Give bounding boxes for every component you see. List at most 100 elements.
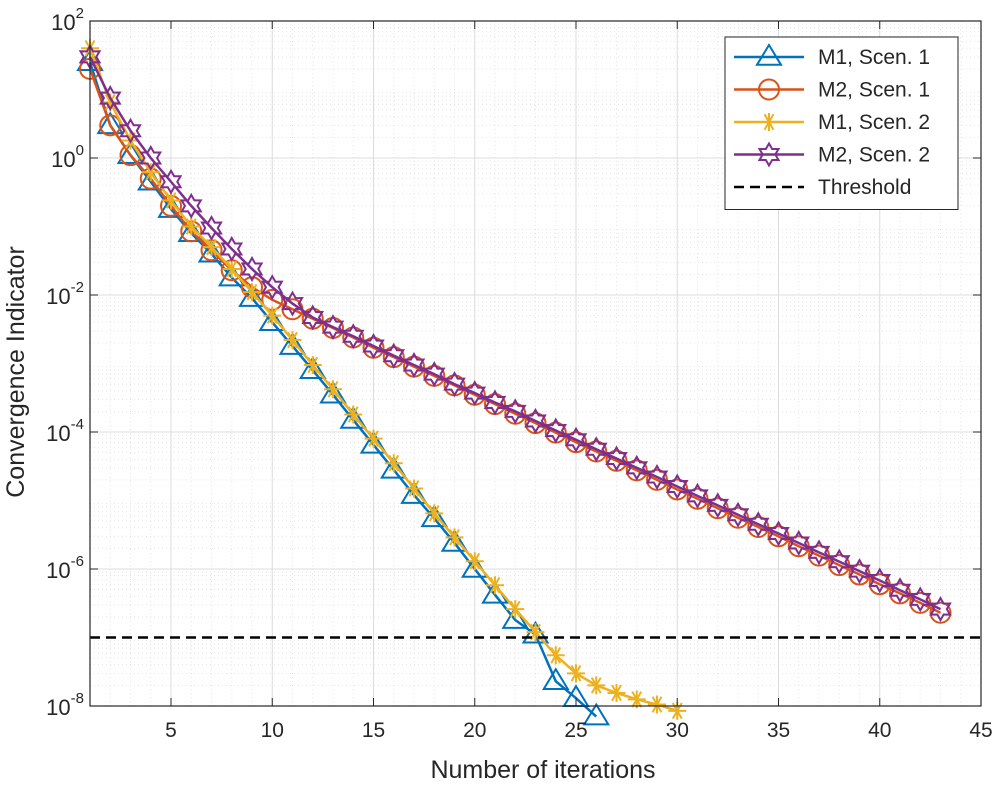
y-tick-label: 100	[51, 142, 84, 172]
data-point	[243, 283, 261, 302]
data-point	[503, 398, 527, 425]
series-3	[81, 39, 687, 720]
data-point	[98, 85, 122, 112]
data-point	[440, 529, 469, 552]
data-point	[422, 361, 446, 388]
data-point	[162, 191, 180, 210]
data-point	[139, 144, 163, 172]
data-point	[321, 314, 345, 341]
x-tick-label: 10	[261, 719, 284, 742]
data-point	[182, 217, 201, 236]
data-point	[101, 93, 120, 112]
data-point	[222, 259, 241, 278]
data-point	[179, 192, 203, 219]
data-point	[463, 380, 487, 407]
x-tick-label: 40	[868, 719, 891, 742]
data-point	[420, 504, 449, 528]
data-point	[929, 601, 952, 624]
data-point	[648, 695, 666, 714]
data-point	[605, 445, 628, 472]
y-axis-label: Convergence Indicator	[2, 246, 30, 498]
data-point	[359, 430, 388, 454]
data-point	[298, 356, 327, 379]
data-point	[324, 380, 342, 399]
data-point	[501, 606, 530, 629]
data-point	[746, 511, 770, 538]
legend-marker	[757, 141, 781, 168]
x-tick-label: 5	[165, 719, 177, 742]
data-point	[283, 331, 302, 350]
y-tick-label: 102	[51, 5, 84, 35]
data-point	[141, 163, 160, 182]
data-point	[362, 332, 385, 360]
legend-item: M1, Scen. 2	[734, 111, 930, 134]
data-point	[303, 356, 322, 375]
data-point	[425, 504, 444, 523]
data-point	[587, 676, 606, 695]
data-point	[202, 238, 221, 257]
data-point	[220, 235, 244, 262]
data-point	[119, 117, 142, 144]
data-point	[96, 111, 125, 135]
data-point	[848, 558, 871, 585]
legend-label: M1, Scen. 2	[818, 111, 930, 134]
x-tick-label: 20	[463, 719, 486, 742]
data-point	[382, 342, 406, 369]
legend-marker	[755, 43, 783, 66]
data-point	[197, 239, 226, 263]
legend-item: M2, Scen. 1	[734, 78, 930, 102]
data-point	[278, 332, 307, 355]
data-point	[706, 492, 730, 519]
data-point	[582, 702, 611, 726]
axes-box	[89, 20, 982, 707]
data-point	[258, 308, 287, 332]
data-point	[668, 701, 687, 720]
legend-marker	[760, 113, 778, 131]
data-point	[627, 690, 646, 709]
data-point	[263, 306, 282, 325]
data-point	[787, 529, 811, 556]
data-point	[541, 667, 570, 691]
data-point	[645, 464, 669, 491]
x-tick-label: 25	[564, 719, 587, 742]
data-point	[607, 683, 626, 702]
data-point	[888, 577, 912, 604]
data-point	[567, 664, 585, 683]
data-point	[116, 141, 145, 164]
x-tick-label: 35	[767, 719, 790, 742]
data-point	[379, 455, 408, 479]
data-point	[364, 429, 383, 448]
data-point	[402, 352, 426, 379]
data-point	[544, 417, 568, 444]
data-point	[726, 501, 750, 528]
data-point	[807, 539, 831, 566]
axes-layer: 5 10 15 20 25 30 35 40 45 10-8 10-6 10-4 10-2 100 102	[46, 5, 993, 742]
legend-label: M2, Scen. 2	[818, 144, 930, 167]
legend-item: M1, Scen. 1	[734, 43, 930, 69]
data-point	[339, 406, 368, 429]
data-point	[625, 454, 649, 481]
data-point	[341, 323, 365, 350]
legend-label: M2, Scen. 1	[818, 79, 930, 102]
data-point	[546, 646, 565, 665]
data-point	[483, 389, 507, 416]
legend-label: M1, Scen. 1	[818, 46, 930, 69]
data-point	[281, 290, 304, 317]
data-point	[564, 426, 588, 453]
x-tick-label: 15	[362, 719, 385, 742]
series-line	[88, 56, 942, 611]
data-point	[443, 371, 466, 398]
data-point	[301, 304, 325, 331]
x-tick-label: 45	[969, 719, 992, 742]
data-point	[665, 473, 689, 500]
data-point	[584, 436, 608, 463]
data-point	[506, 600, 525, 619]
data-point	[319, 380, 347, 404]
data-point	[445, 528, 464, 547]
data-point	[200, 215, 223, 242]
data-point	[908, 586, 932, 613]
data-point	[260, 274, 284, 301]
data-point	[384, 454, 403, 473]
